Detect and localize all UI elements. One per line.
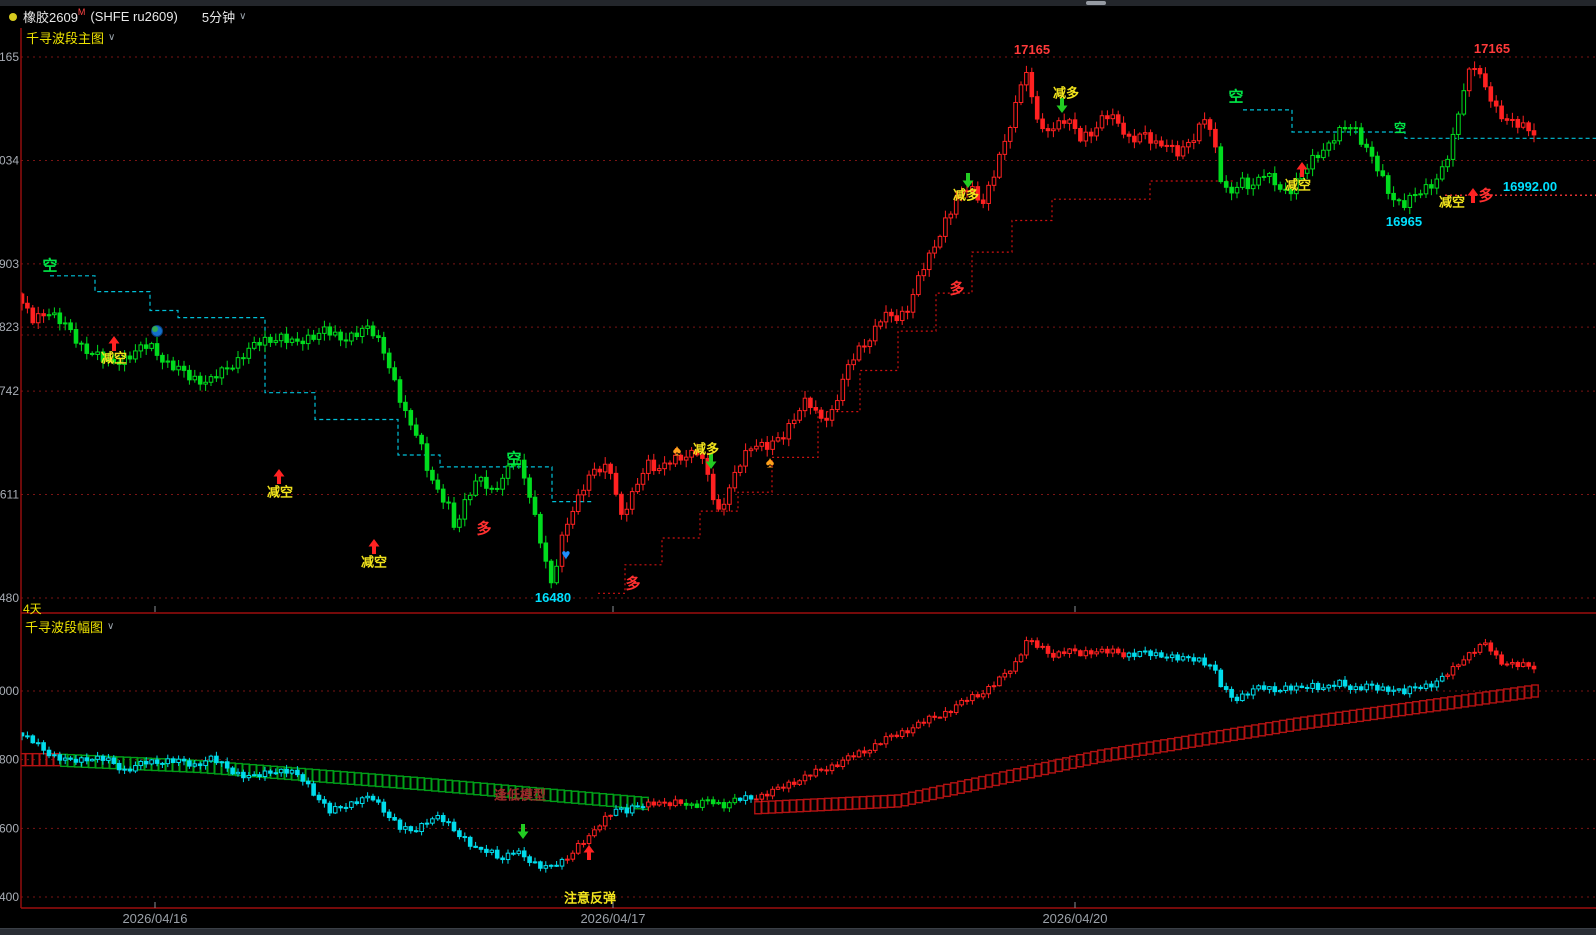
arrow-up-icon (1467, 188, 1479, 203)
arrow-up-icon (273, 469, 285, 484)
y-axis-label: 600 (0, 821, 19, 835)
y-axis-label: 903 (0, 257, 19, 271)
signal-annotation: 减空 (361, 555, 387, 570)
y-axis-label: 400 (0, 890, 19, 904)
y-axis-label: 034 (0, 153, 19, 167)
main-panel-title: 千寻波段主图 (26, 31, 105, 46)
signal-annotation: 空 (42, 257, 57, 275)
arrow-down-icon (517, 824, 529, 839)
price-label: 16992.00 (1503, 179, 1557, 194)
taskbar-strip[interactable] (0, 928, 1596, 935)
title-bar: 橡胶2609 M (SHFE ru2609) 5分钟 ∨ (0, 6, 1596, 27)
instrument-code: (SHFE ru2609) (90, 9, 178, 24)
instrument-name: 橡胶2609 (23, 10, 78, 25)
arrow-down-icon (962, 173, 974, 188)
heart-icon: ♥ (562, 547, 571, 564)
price-label: 17165 (1014, 42, 1050, 57)
trend-band-green (60, 753, 649, 811)
spade-icon: ♠ (673, 443, 682, 460)
arrow-up-icon (583, 845, 595, 860)
spade-icon: ♠ (766, 455, 775, 472)
price-label: 16480 (535, 590, 571, 605)
signal-annotation: 多 (476, 520, 491, 538)
y-axis-label: 800 (0, 753, 19, 767)
main-panel-plot (21, 56, 1596, 599)
chevron-down-icon: ∨ (108, 32, 116, 43)
long-stop-line (598, 180, 1233, 594)
arrow-up-icon (368, 539, 380, 554)
signal-annotation: 减多 (693, 442, 719, 457)
main-panel-indicator-selector[interactable]: 千寻波段主图 ∨ (26, 28, 115, 47)
y-axis-label: 165 (0, 50, 19, 64)
x-axis-date-label: 2026/04/17 (580, 911, 645, 926)
chevron-down-icon: ∨ (239, 11, 247, 22)
sub-candles (21, 636, 1537, 873)
x-axis-date-label: 2026/04/20 (1042, 911, 1107, 926)
timeframe-value: 5分钟 (201, 10, 236, 25)
timeframe-selector[interactable]: 5分钟 ∨ (202, 7, 247, 26)
signal-annotation: 减多 (1053, 86, 1079, 101)
signal-annotation: 空 (1394, 120, 1406, 135)
arrow-down-icon (1056, 98, 1068, 113)
chevron-down-icon: ∨ (107, 621, 115, 632)
x-axis-date-label: 2026/04/16 (122, 911, 187, 926)
y-axis-label: 611 (0, 488, 19, 502)
signal-annotation: 减空 (101, 351, 127, 366)
signal-annotation: 减多 (953, 188, 979, 203)
y-axis-label: 742 (0, 384, 19, 398)
signal-annotation: 多 (625, 575, 640, 593)
sub-panel-indicator-selector[interactable]: 千寻波段幅图 ∨ (25, 617, 114, 636)
short-stop-line (1243, 109, 1596, 139)
signal-annotation: 注意反弹 (564, 891, 616, 906)
price-label: 17165 (1474, 41, 1510, 56)
signal-annotation: 减空 (267, 485, 293, 500)
signal-annotation: 逢低模型 (494, 788, 546, 803)
window-top-strip (0, 0, 1596, 6)
price-label: 16965 (1386, 214, 1422, 229)
sub-panel-plot (21, 636, 1596, 898)
trend-band-red (754, 684, 1539, 815)
arrow-up-icon (1296, 162, 1308, 177)
arrow-down-icon (705, 454, 717, 469)
y-axis-label: 480 (0, 591, 19, 605)
window-resize-handle[interactable] (1086, 1, 1106, 5)
main-candles (21, 61, 1537, 589)
signal-annotation: 减空 (1439, 195, 1465, 210)
instrument-flag: M (77, 6, 86, 17)
y-axis-label: 823 (0, 320, 19, 334)
signal-annotation: 空 (1228, 88, 1243, 106)
signal-annotation: 多 (1478, 187, 1493, 205)
signal-annotation: 空 (506, 450, 521, 468)
ball-icon (151, 325, 163, 337)
sub-panel-title: 千寻波段幅图 (25, 620, 104, 635)
signal-annotation: 减空 (1285, 178, 1311, 193)
y-axis-label: 000 (0, 684, 19, 698)
instrument-status-dot (9, 12, 17, 21)
arrow-up-icon (108, 336, 120, 351)
short-stop-line (50, 275, 592, 503)
signal-annotation: 多 (949, 280, 964, 298)
period-badge: 4天 (23, 602, 42, 616)
